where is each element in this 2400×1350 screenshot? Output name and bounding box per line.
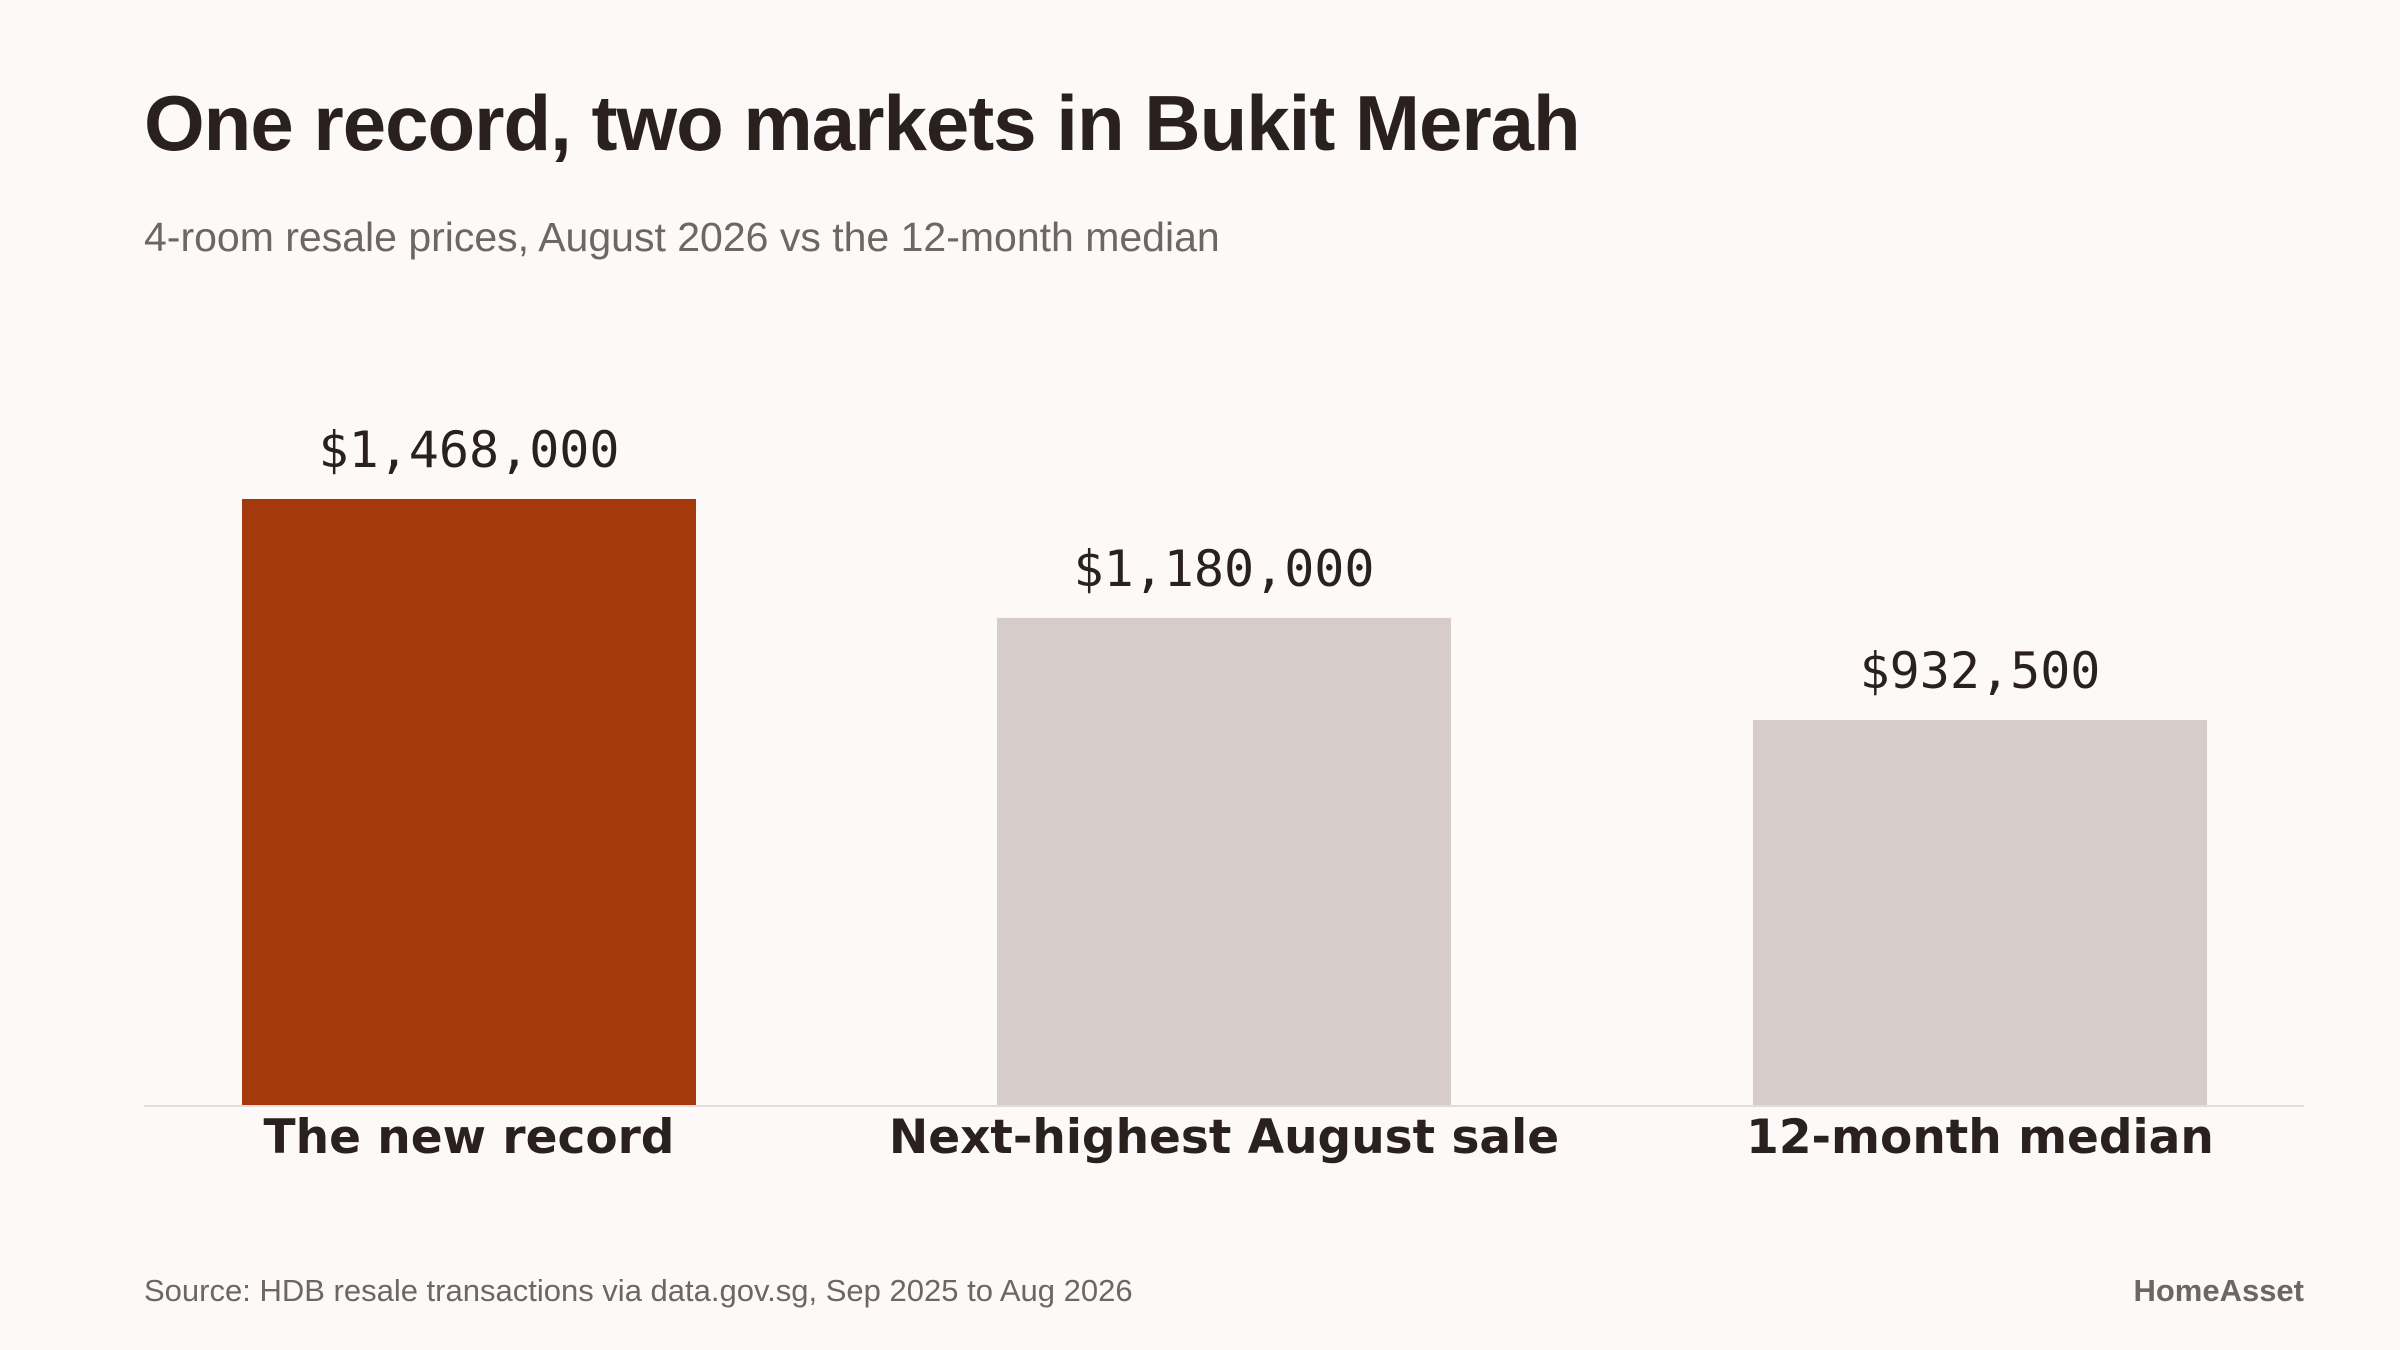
category-label-2: Next-highest August sale: [889, 1110, 1559, 1165]
value-label-2: $1,180,000: [1073, 540, 1374, 598]
chart-title: One record, two markets in Bukit Merah: [144, 79, 1581, 167]
source-note: Source: HDB resale transactions via data…: [144, 1273, 1133, 1308]
bar-3: [1753, 720, 2207, 1105]
category-label-3: 12-month median: [1746, 1110, 2214, 1165]
value-label-1: $1,468,000: [318, 421, 619, 479]
chart-subtitle: 4-room resale prices, August 2026 vs the…: [144, 214, 1220, 260]
category-label-1: The new record: [264, 1110, 675, 1165]
brand-logo-text: HomeAsset: [2133, 1273, 2304, 1308]
value-label-3: $932,500: [1860, 642, 2101, 700]
bar-1: [242, 499, 696, 1105]
bar-2: [997, 617, 1451, 1105]
